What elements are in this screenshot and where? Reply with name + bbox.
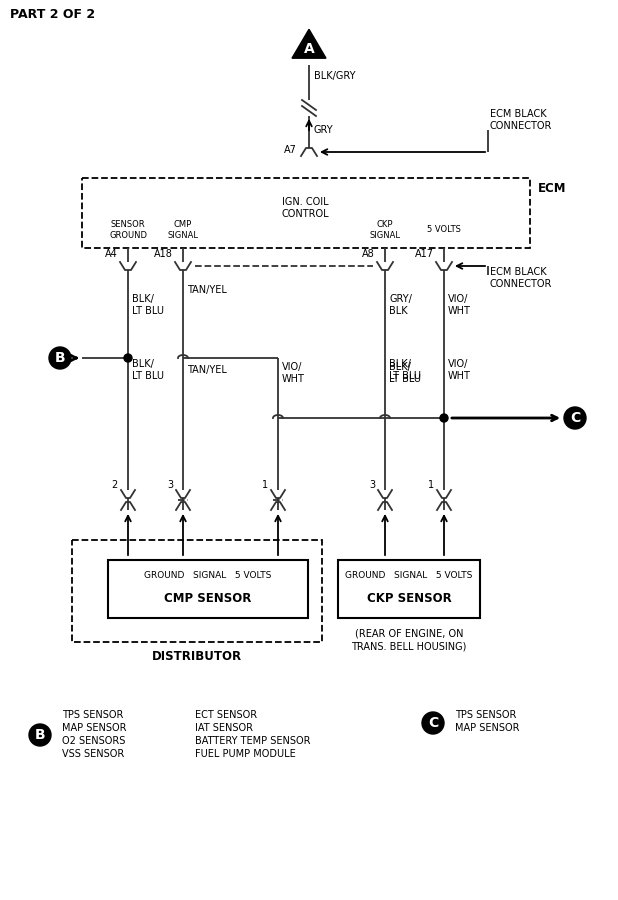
Text: CKP SENSOR: CKP SENSOR (366, 591, 451, 605)
Text: BLK/
LT BLU: BLK/ LT BLU (132, 359, 164, 382)
Text: ECM BLACK
CONNECTOR: ECM BLACK CONNECTOR (490, 266, 552, 289)
Text: VSS SENSOR: VSS SENSOR (62, 749, 124, 759)
Circle shape (124, 354, 132, 362)
Text: GRY: GRY (314, 125, 334, 135)
Text: TAN/YEL: TAN/YEL (187, 365, 227, 375)
Text: (REAR OF ENGINE, ON
TRANS. BELL HOUSING): (REAR OF ENGINE, ON TRANS. BELL HOUSING) (351, 629, 467, 652)
Text: CMP SENSOR: CMP SENSOR (164, 591, 252, 605)
Text: MAP SENSOR: MAP SENSOR (62, 723, 127, 733)
Text: GROUND   SIGNAL   5 VOLTS: GROUND SIGNAL 5 VOLTS (345, 572, 473, 580)
Text: A: A (303, 41, 315, 56)
Text: 5 VOLTS: 5 VOLTS (427, 226, 461, 235)
Text: FUEL PUMP MODULE: FUEL PUMP MODULE (195, 749, 296, 759)
Text: VIO/
WHT: VIO/ WHT (448, 359, 471, 382)
Text: GROUND   SIGNAL   5 VOLTS: GROUND SIGNAL 5 VOLTS (145, 572, 272, 580)
Bar (108, 560, 308, 618)
Text: ECT SENSOR: ECT SENSOR (195, 710, 257, 720)
Text: ECM: ECM (538, 182, 567, 194)
Text: BLK/
LT BLU: BLK/ LT BLU (132, 293, 164, 316)
Text: CMP
SIGNAL: CMP SIGNAL (167, 220, 198, 239)
Text: O2 SENSORS: O2 SENSORS (62, 736, 125, 746)
Circle shape (422, 712, 444, 734)
Text: A18: A18 (154, 249, 173, 259)
Text: TPS SENSOR: TPS SENSOR (455, 710, 517, 720)
Text: 1: 1 (262, 480, 268, 490)
Text: GRY/
BLK: GRY/ BLK (389, 293, 412, 316)
Text: IGN. COIL
CONTROL: IGN. COIL CONTROL (281, 197, 329, 219)
Bar (82, 178, 530, 248)
Text: A17: A17 (415, 249, 434, 259)
Text: 2: 2 (112, 480, 118, 490)
Circle shape (29, 724, 51, 746)
Text: VIO/
WHT: VIO/ WHT (448, 293, 471, 316)
Text: VIO/
WHT: VIO/ WHT (282, 362, 305, 384)
Text: MAP SENSOR: MAP SENSOR (455, 723, 520, 733)
Text: 3: 3 (369, 480, 375, 490)
Polygon shape (292, 30, 326, 58)
Text: easyautodiagnostics.com: easyautodiagnostics.com (176, 201, 404, 219)
Text: IAT SENSOR: IAT SENSOR (195, 723, 253, 733)
Text: SENSOR
GROUND: SENSOR GROUND (109, 220, 147, 239)
Text: B: B (54, 351, 66, 365)
Circle shape (440, 414, 448, 422)
Text: PART 2 OF 2: PART 2 OF 2 (10, 7, 95, 21)
Bar (338, 560, 480, 618)
Text: TPS SENSOR: TPS SENSOR (62, 710, 124, 720)
Text: BLK/
LT BLU: BLK/ LT BLU (389, 359, 421, 382)
Circle shape (49, 347, 71, 369)
Text: A4: A4 (105, 249, 118, 259)
Text: ECM BLACK
CONNECTOR: ECM BLACK CONNECTOR (490, 109, 552, 131)
Text: 3: 3 (167, 480, 173, 490)
Circle shape (564, 407, 586, 429)
Bar (72, 540, 322, 642)
Text: C: C (428, 716, 438, 730)
Text: TAN/YEL: TAN/YEL (187, 285, 227, 295)
Text: DISTRIBUTOR: DISTRIBUTOR (152, 650, 242, 662)
Text: C: C (570, 411, 580, 425)
Text: BLK/
LT BLU: BLK/ LT BLU (389, 362, 421, 384)
Text: 1: 1 (428, 480, 434, 490)
Text: CKP
SIGNAL: CKP SIGNAL (370, 220, 400, 239)
Text: BLK/GRY: BLK/GRY (314, 71, 355, 81)
Text: A8: A8 (362, 249, 375, 259)
Text: BATTERY TEMP SENSOR: BATTERY TEMP SENSOR (195, 736, 310, 746)
Text: A7: A7 (284, 145, 297, 155)
Text: B: B (35, 728, 45, 742)
